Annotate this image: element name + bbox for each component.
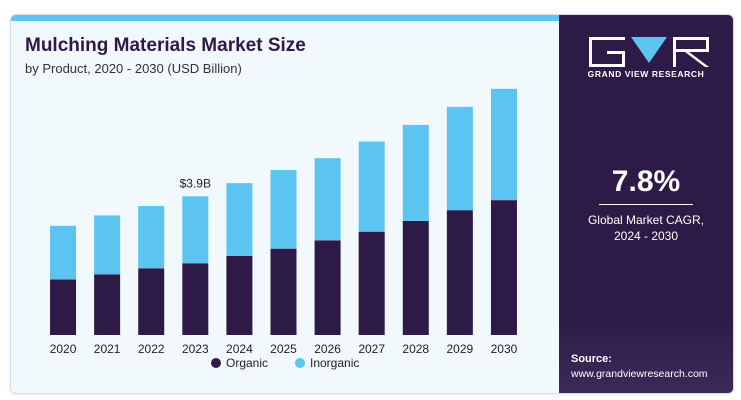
cagr-label: Global Market CAGR, 2024 - 2030 [559, 212, 733, 244]
x-tick-label-2020: 2020 [50, 342, 77, 356]
bar-organic-2021 [94, 274, 121, 335]
bar-inorganic-2027 [358, 141, 385, 232]
x-tick-label-2029: 2029 [447, 342, 474, 356]
chart-title: Mulching Materials Market Size [25, 35, 306, 56]
bar-organic-2029 [446, 210, 473, 335]
bar-inorganic-2021 [94, 215, 121, 275]
bar-inorganic-2025 [270, 169, 297, 249]
info-panel: GRAND VIEW RESEARCH 7.8% Global Market C… [559, 15, 733, 393]
chart-subtitle: by Product, 2020 - 2030 (USD Billion) [25, 61, 242, 76]
grand-view-research-logo-icon [589, 37, 709, 67]
bar-inorganic-2026 [314, 158, 341, 241]
x-tick-label-2027: 2027 [358, 342, 385, 356]
legend-label-inorganic: Inorganic [310, 356, 359, 370]
cagr-label-line-1: Global Market CAGR, [587, 213, 705, 227]
x-tick-label-2023: 2023 [182, 342, 209, 356]
bar-inorganic-2020 [50, 225, 77, 280]
bar-inorganic-2022 [138, 206, 165, 269]
x-tick-label-2021: 2021 [94, 342, 121, 356]
bar-organic-2024 [226, 255, 253, 335]
bar-organic-2023 [182, 263, 209, 335]
bar-organic-2025 [270, 248, 297, 335]
bar-inorganic-2029 [446, 106, 473, 211]
x-tick-label-2025: 2025 [270, 342, 297, 356]
source-area: Source: www.grandviewresearch.com [559, 315, 733, 393]
legend-marker-organic [211, 358, 221, 368]
x-tick-label-2028: 2028 [402, 342, 429, 356]
stacked-bar-chart: 2020 2021 2022 2023 2024 2025 2026 2027 2028 2029… [50, 88, 518, 370]
chart-card: Mulching Materials Market Size by Produc… [10, 14, 734, 394]
bar-organic-2022 [138, 268, 165, 335]
bar-inorganic-2028 [402, 124, 429, 221]
bar-organic-2027 [358, 231, 385, 335]
source-url[interactable]: www.grandviewresearch.com [571, 368, 708, 380]
x-tick-label-2026: 2026 [314, 342, 341, 356]
bar-organic-2030 [490, 200, 517, 335]
cagr-value: 7.8% [611, 165, 681, 198]
annotation-2023: $3.9B [180, 176, 211, 190]
accent-bar [11, 15, 559, 21]
cagr-label-line-2: 2024 - 2030 [613, 229, 679, 243]
bar-inorganic-2030 [490, 88, 517, 201]
source-label: Source: [571, 353, 612, 365]
legend-label-organic: Organic [226, 356, 268, 370]
bar-inorganic-2023 [182, 196, 209, 264]
legend-marker-inorganic [295, 358, 305, 368]
bar-organic-2020 [50, 279, 77, 335]
bar-organic-2026 [314, 240, 341, 335]
bar-organic-2028 [402, 220, 429, 335]
cagr-divider [599, 204, 693, 205]
x-tick-label-2030: 2030 [491, 342, 518, 356]
x-tick-label-2022: 2022 [138, 342, 165, 356]
bar-inorganic-2024 [226, 183, 253, 256]
brand-name: GRAND VIEW RESEARCH [587, 69, 705, 79]
x-tick-label-2024: 2024 [226, 342, 253, 356]
